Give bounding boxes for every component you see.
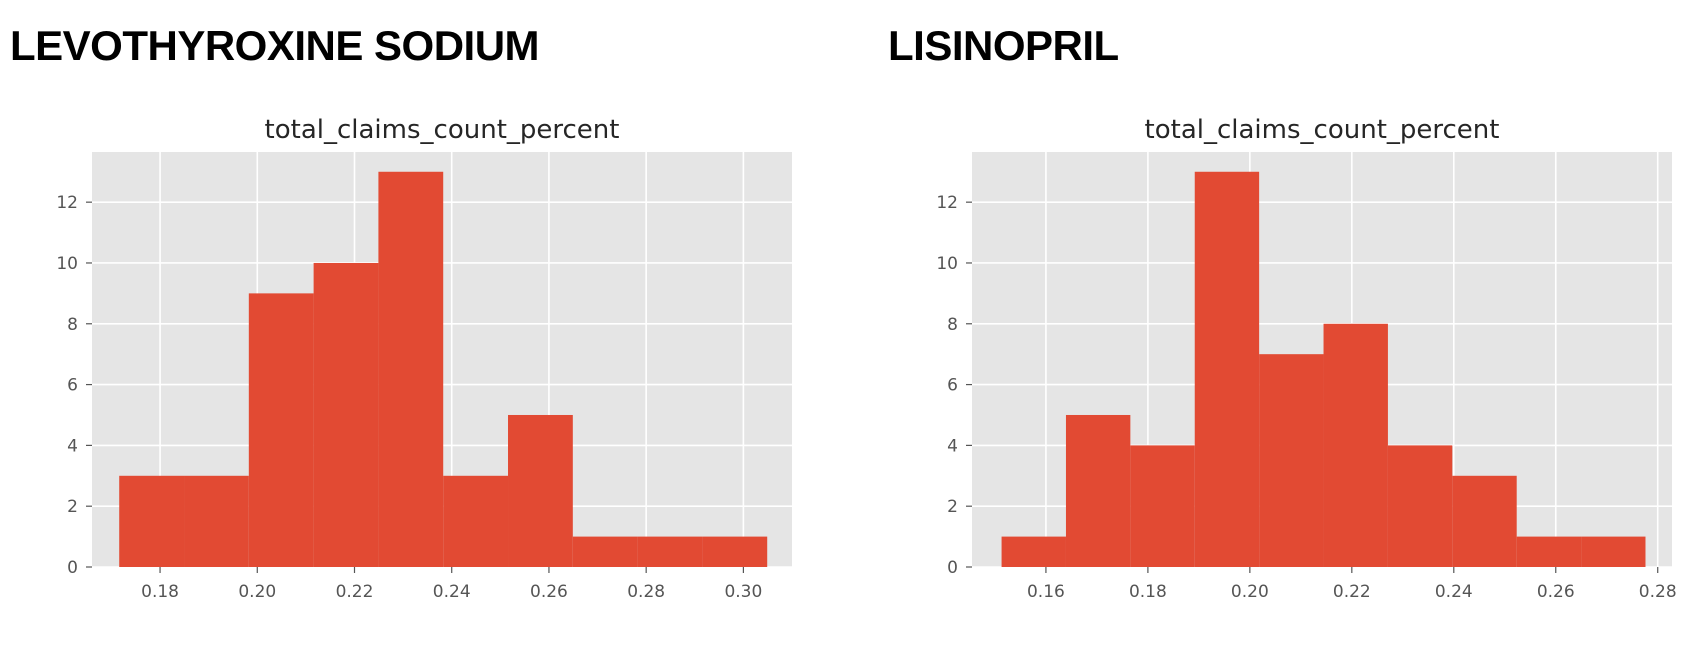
histogram-bar (702, 536, 768, 567)
y-tick-label: 4 (947, 436, 958, 456)
y-tick-label: 4 (67, 436, 78, 456)
chart-title: total_claims_count_percent (265, 115, 620, 145)
y-tick-label: 2 (947, 497, 958, 517)
y-tick-label: 10 (56, 254, 78, 274)
histogram-bar (1259, 354, 1324, 567)
histogram-bar (1001, 536, 1066, 567)
histogram-bar (1065, 414, 1131, 567)
y-tick-label: 12 (936, 193, 958, 213)
x-tick-label: 0.26 (1537, 582, 1575, 602)
y-tick-label: 12 (56, 193, 78, 213)
histogram-bar (1452, 475, 1517, 567)
drug-heading-levothyroxine: LEVOTHYROXINE SODIUM (10, 22, 540, 69)
histogram-bar (184, 475, 249, 567)
y-tick-label: 8 (947, 315, 958, 335)
histogram-bar (119, 475, 185, 567)
y-tick-label: 0 (67, 558, 78, 578)
histogram-bar (1194, 171, 1260, 567)
histogram-bar (572, 536, 638, 567)
x-tick-label: 0.24 (1435, 582, 1473, 602)
y-tick-label: 6 (947, 376, 958, 396)
x-tick-label: 0.18 (1129, 582, 1167, 602)
y-tick-label: 10 (936, 254, 958, 274)
histogram-bar (378, 171, 444, 567)
histogram-bar (1130, 445, 1195, 567)
x-tick-label: 0.28 (1639, 582, 1677, 602)
y-tick-label: 2 (67, 497, 78, 517)
y-tick-label: 6 (67, 376, 78, 396)
x-tick-label: 0.20 (1231, 582, 1269, 602)
x-tick-label: 0.22 (336, 582, 374, 602)
x-tick-label: 0.18 (141, 582, 179, 602)
histogram-bar (508, 414, 573, 567)
x-tick-label: 0.30 (724, 582, 762, 602)
x-tick-label: 0.20 (238, 582, 276, 602)
histogram-bar (248, 293, 314, 567)
x-tick-label: 0.24 (433, 582, 471, 602)
histogram-bar (443, 475, 509, 567)
histogram-bar (1323, 323, 1388, 567)
histogram-bar (1387, 445, 1453, 567)
histogram-lisinopril: 0.16 0.18 0.20 0.22 0.24 0.26 0.28 0 2 4 6 8 10 12 tot… (936, 115, 1677, 602)
x-tick-label: 0.28 (627, 582, 665, 602)
drug-heading-lisinopril: LISINOPRIL (888, 22, 1119, 69)
histogram-bar (313, 262, 379, 567)
histogram-bar (1516, 536, 1582, 567)
y-tick-label: 8 (67, 315, 78, 335)
x-tick-label: 0.16 (1027, 582, 1065, 602)
chart-title: total_claims_count_percent (1145, 115, 1500, 145)
histogram-levothyroxine: 0.18 0.20 0.22 0.24 0.26 0.28 0.30 0 2 4 6 8 10 12 tot… (56, 115, 792, 602)
x-tick-label: 0.22 (1333, 582, 1371, 602)
y-tick-label: 0 (947, 558, 958, 578)
histogram-bar (637, 536, 703, 567)
x-tick-label: 0.26 (530, 582, 568, 602)
histogram-bar (1581, 536, 1646, 567)
